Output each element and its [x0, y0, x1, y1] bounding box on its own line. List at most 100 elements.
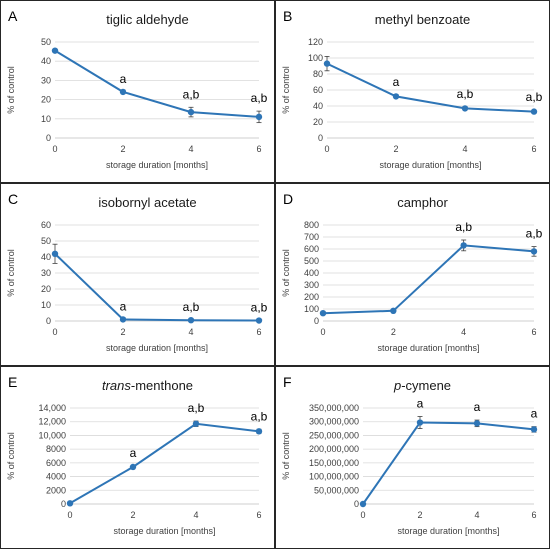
- y-tick-label: 0: [46, 316, 51, 326]
- panel-border: [275, 366, 550, 549]
- y-axis-label: % of control: [6, 432, 16, 480]
- chart-title-text: -cymene: [401, 378, 451, 393]
- y-tick-label: 400: [304, 268, 319, 278]
- data-point: [129, 463, 137, 471]
- panel-border: [0, 0, 275, 183]
- data-point: [187, 317, 195, 324]
- y-tick-label: 4000: [46, 472, 66, 482]
- chart-title-text: camphor: [397, 195, 448, 210]
- significance-label: a,b: [251, 301, 268, 315]
- y-tick-label: 350,000,000: [309, 403, 359, 413]
- series-line: [326, 62, 535, 113]
- y-tick-label: 40: [41, 252, 51, 262]
- chart-title: p-cymene: [393, 378, 451, 393]
- data-point: [530, 248, 538, 255]
- y-tick-label: 30: [41, 75, 51, 85]
- data-point: [530, 108, 538, 115]
- chart-title-italic: trans: [102, 378, 131, 393]
- y-tick-label: 0: [46, 133, 51, 143]
- data-point: [187, 108, 195, 116]
- x-tick-label: 4: [193, 510, 198, 520]
- panel-letter: E: [8, 374, 17, 390]
- y-tick-label: 100: [304, 304, 319, 314]
- x-tick-label: 0: [67, 510, 72, 520]
- significance-label: a,b: [526, 227, 543, 241]
- x-tick-label: 2: [393, 144, 398, 154]
- x-tick-label: 4: [474, 510, 479, 520]
- significance-label: a,b: [251, 91, 268, 105]
- significance-label: a: [120, 72, 127, 86]
- y-tick-label: 14,000: [38, 403, 66, 413]
- y-tick-label: 600: [304, 244, 319, 254]
- x-axis-label: storage duration [months]: [377, 343, 479, 353]
- y-tick-label: 80: [313, 69, 323, 79]
- y-axis-label: % of control: [281, 249, 291, 297]
- x-tick-label: 2: [130, 510, 135, 520]
- x-tick-label: 0: [52, 144, 57, 154]
- x-tick-label: 2: [391, 327, 396, 337]
- series-line: [54, 253, 260, 322]
- x-tick-label: 0: [320, 327, 325, 337]
- y-tick-label: 50,000,000: [314, 485, 359, 495]
- data-point: [530, 426, 538, 433]
- data-point: [255, 428, 263, 435]
- significance-label: a,b: [183, 300, 200, 314]
- x-axis-label: storage duration [months]: [379, 160, 481, 170]
- x-axis-label: storage duration [months]: [397, 526, 499, 536]
- y-tick-label: 100: [308, 53, 323, 63]
- significance-label: a,b: [188, 401, 205, 415]
- data-point: [392, 93, 400, 100]
- y-tick-label: 40: [41, 56, 51, 66]
- y-tick-label: 150,000,000: [309, 458, 359, 468]
- chart-title-italic: p: [393, 378, 401, 393]
- y-tick-label: 100,000,000: [309, 472, 359, 482]
- y-tick-label: 20: [41, 95, 51, 105]
- chart-title-text: tiglic aldehyde: [106, 12, 188, 27]
- x-tick-label: 6: [531, 510, 536, 520]
- x-tick-label: 2: [417, 510, 422, 520]
- y-tick-label: 50: [41, 37, 51, 47]
- y-tick-label: 200: [304, 292, 319, 302]
- data-point: [323, 60, 331, 67]
- y-tick-label: 0: [314, 316, 319, 326]
- y-tick-label: 0: [354, 499, 359, 509]
- chart-title: isobornyl acetate: [98, 195, 196, 210]
- y-tick-label: 700: [304, 232, 319, 242]
- significance-label: a: [474, 400, 481, 414]
- significance-label: a,b: [457, 87, 474, 101]
- chart-title: camphor: [397, 195, 448, 210]
- panel-letter: D: [283, 191, 293, 207]
- y-tick-label: 10: [41, 114, 51, 124]
- x-tick-label: 2: [120, 144, 125, 154]
- x-tick-label: 6: [531, 144, 536, 154]
- x-tick-label: 6: [256, 144, 261, 154]
- x-axis-label: storage duration [months]: [106, 343, 208, 353]
- y-tick-label: 120: [308, 37, 323, 47]
- y-tick-label: 10: [41, 300, 51, 310]
- y-tick-label: 20: [41, 284, 51, 294]
- y-tick-label: 40: [313, 101, 323, 111]
- x-tick-label: 0: [324, 144, 329, 154]
- series-line: [362, 421, 535, 505]
- data-point: [473, 420, 481, 427]
- panel-border: [275, 0, 550, 183]
- x-tick-label: 0: [360, 510, 365, 520]
- data-point: [51, 47, 59, 54]
- y-tick-label: 20: [313, 117, 323, 127]
- y-tick-label: 500: [304, 256, 319, 266]
- series-line: [54, 49, 260, 118]
- chart-title-text: isobornyl acetate: [98, 195, 196, 210]
- significance-label: a: [417, 397, 424, 411]
- y-tick-label: 8000: [46, 444, 66, 454]
- chart-title-text: methyl benzoate: [375, 12, 470, 27]
- significance-label: a,b: [526, 90, 543, 104]
- y-tick-label: 250,000,000: [309, 430, 359, 440]
- y-tick-label: 0: [61, 499, 66, 509]
- series-line: [322, 244, 535, 315]
- y-tick-label: 50: [41, 236, 51, 246]
- data-point: [119, 316, 127, 323]
- y-tick-label: 2000: [46, 485, 66, 495]
- y-axis-label: % of control: [6, 66, 16, 114]
